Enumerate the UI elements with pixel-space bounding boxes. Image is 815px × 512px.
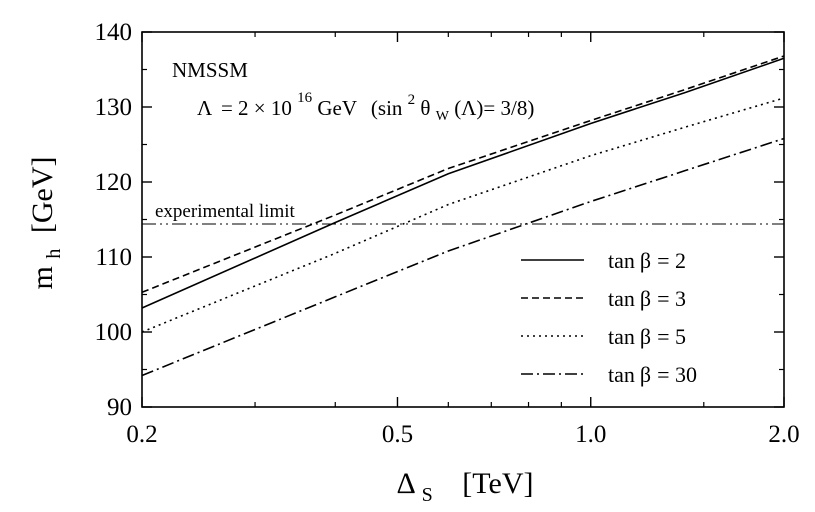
y-tick-label: 100	[95, 319, 133, 346]
legend-label-value: = 5	[657, 324, 686, 349]
legend-label-beta: β	[640, 286, 651, 311]
legend-label-prefix: tan	[608, 286, 635, 311]
y-axis-symbol: m	[26, 266, 59, 289]
annotation-theta: θ	[420, 96, 430, 120]
legend-label-prefix: tan	[608, 324, 635, 349]
x-axis-unit: [TeV]	[462, 467, 533, 500]
y-axis-label: m h [GeV]	[26, 157, 67, 290]
y-axis-unit: [GeV]	[26, 157, 59, 234]
y-tick-label: 130	[95, 94, 133, 121]
legend-label-value: = 2	[657, 248, 686, 273]
legend-label-value: = 3	[657, 286, 686, 311]
y-tick-label: 120	[95, 169, 133, 196]
reference-line-group: experimental limit	[142, 201, 784, 225]
series-line-4	[141, 137, 785, 377]
reference-line-label: experimental limit	[155, 201, 296, 222]
series-line-1	[141, 57, 785, 309]
annotation-paren-open: (sin	[371, 96, 403, 120]
legend-label-value: = 30	[657, 362, 697, 387]
series-group	[141, 55, 785, 377]
y-tick-label: 110	[95, 244, 132, 271]
annotation-lambda: Λ	[197, 96, 213, 120]
legend-label-prefix: tan	[608, 248, 635, 273]
x-tick-label: 1.0	[575, 421, 606, 448]
x-axis-label: Δ S [TeV]	[397, 467, 534, 508]
x-tick-label: 2.0	[768, 421, 799, 448]
x-tick-label: 0.2	[126, 421, 157, 448]
x-tick-label: 0.5	[382, 421, 413, 448]
legend-label: tan β = 30	[608, 362, 697, 387]
legend-label: tan β = 3	[608, 286, 686, 311]
axis-ticks	[141, 31, 785, 408]
annotation-theta-sub: W	[436, 109, 450, 124]
series-line-2	[141, 55, 785, 294]
x-axis-sub: S	[422, 484, 433, 506]
legend-label-prefix: tan	[608, 362, 635, 387]
annotation-base: 10	[271, 96, 292, 120]
legend-label: tan β = 2	[608, 248, 686, 273]
x-axis-symbol: Δ	[397, 467, 416, 500]
annotation-value: = 2	[221, 96, 249, 120]
annotation-paren-arg: (Λ)= 3/8)	[454, 96, 534, 120]
y-tick-label: 90	[107, 394, 132, 421]
annotation-times: ×	[254, 96, 266, 120]
annotation-exponent: 16	[297, 90, 313, 106]
chart-title: NMSSM	[172, 58, 248, 82]
annotation-sin-exp: 2	[408, 92, 416, 108]
legend-label-beta: β	[640, 324, 651, 349]
y-axis-sub: h	[43, 249, 65, 259]
legend-label-beta: β	[640, 248, 651, 273]
legend-label: tan β = 5	[608, 324, 686, 349]
legend-label-beta: β	[640, 362, 651, 387]
y-tick-label: 140	[95, 19, 133, 46]
annotation-unit: GeV	[317, 96, 356, 120]
annotation: Λ = 2 × 10 16 GeV (sin 2 θ W (Λ)= 3/8)	[197, 83, 534, 125]
